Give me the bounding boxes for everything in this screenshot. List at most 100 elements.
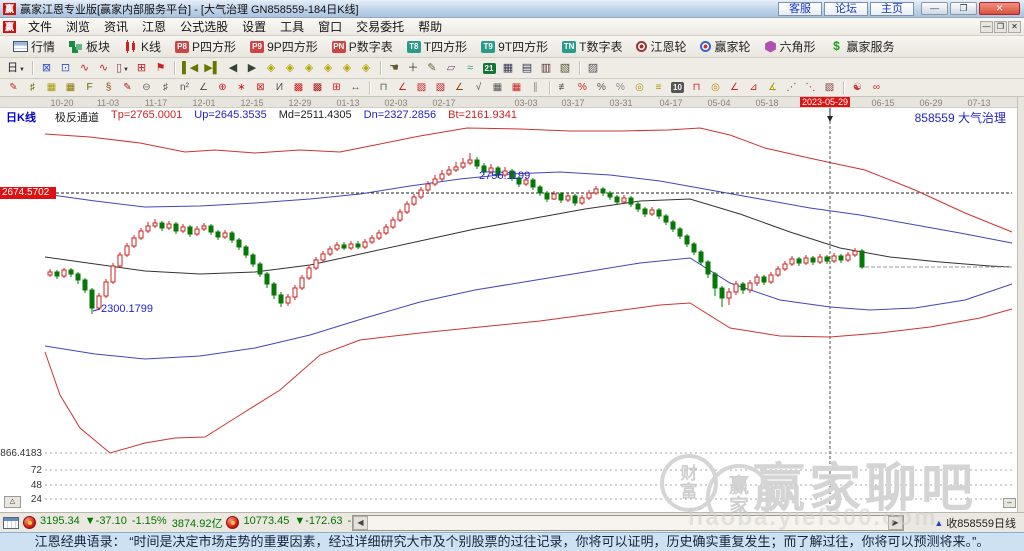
mdi-restore-button[interactable]: ❐ (994, 21, 1007, 33)
draw-tool-icon-3[interactable]: ▦ (65, 81, 76, 93)
minimize-button[interactable]: — (921, 2, 948, 15)
menu-item-0[interactable]: 文件 (28, 20, 53, 34)
mdi-minimize-button[interactable]: — (980, 21, 993, 33)
draw-tool-icon-24[interactable]: ∠ (455, 81, 464, 93)
chart-tool-icon-0[interactable]: 日▼ (7, 62, 25, 74)
menu-item-9[interactable]: 帮助 (418, 20, 443, 34)
t-square-button[interactable]: T8 T四方形 (400, 35, 474, 58)
chart-tool-icon-30[interactable]: ▧ (559, 62, 571, 74)
draw-tool-icon-26[interactable]: ▦ (492, 81, 503, 93)
chart-tool-icon-27[interactable]: ▦ (502, 62, 514, 74)
draw-tool-icon-43[interactable]: ⋱ (805, 81, 816, 93)
homepage-button[interactable]: 主页 (870, 2, 914, 16)
chart-tool-icon-16[interactable]: ◈ (304, 62, 314, 74)
chart-tool-icon-3[interactable]: ⊡ (60, 62, 71, 74)
draw-tool-icon-0[interactable]: ✎ (9, 81, 18, 93)
menu-item-7[interactable]: 窗口 (318, 20, 343, 34)
draw-tool-icon-15[interactable]: ▩ (293, 81, 304, 93)
volume-expand-button[interactable]: △ (4, 496, 21, 508)
menu-item-8[interactable]: 交易委托 (356, 20, 405, 34)
chart-tool-icon-21[interactable]: ☚ (389, 62, 399, 74)
draw-tool-icon-38[interactable]: ◎ (711, 81, 720, 93)
chart-tool-icon-2[interactable]: ⊠ (41, 62, 52, 74)
draw-tool-icon-21[interactable]: ∠ (398, 81, 407, 93)
restore-button[interactable]: ❐ (950, 2, 977, 15)
draw-tool-icon-16[interactable]: ▩ (312, 81, 323, 93)
draw-tool-icon-17[interactable]: ⊞ (332, 81, 341, 93)
draw-tool-icon-23[interactable]: ▧ (435, 81, 446, 93)
draw-tool-icon-35[interactable]: ≡ (655, 81, 662, 93)
draw-tool-icon-32[interactable]: % (597, 81, 606, 93)
draw-tool-icon-14[interactable]: И (275, 81, 284, 93)
winner-service-button[interactable]: $ 赢家服务 (823, 35, 902, 58)
draw-tool-icon-33[interactable]: % (616, 81, 625, 93)
menu-item-1[interactable]: 浏览 (66, 20, 91, 34)
draw-tool-icon-42[interactable]: ⋰ (786, 81, 797, 93)
chart-tool-icon-7[interactable]: ⊞ (136, 62, 147, 74)
calendar-icon[interactable] (3, 516, 19, 529)
mdi-close-button[interactable]: ✕ (1008, 21, 1021, 33)
draw-tool-icon-5[interactable]: § (105, 81, 112, 93)
draw-tool-icon-8[interactable]: ♯ (163, 81, 168, 93)
shenzhen-index-icon[interactable] (226, 516, 240, 529)
draw-tool-icon-31[interactable]: % (578, 81, 587, 93)
draw-tool-icon-30[interactable]: ≢ (558, 81, 569, 93)
chart-tool-icon-19[interactable]: ◈ (361, 62, 371, 74)
draw-tool-icon-9[interactable]: n² (180, 81, 189, 93)
chart-tool-icon-18[interactable]: ◈ (342, 62, 352, 74)
forum-button[interactable]: 论坛 (824, 2, 868, 16)
t-table-button[interactable]: TN T数字表 (555, 35, 629, 58)
draw-tool-icon-11[interactable]: ⊕ (218, 81, 227, 93)
menu-item-6[interactable]: 工具 (280, 20, 305, 34)
9t-square-button[interactable]: T9 9T四方形 (474, 35, 555, 58)
draw-tool-icon-28[interactable]: ∥ (533, 81, 538, 93)
draw-tool-icon-25[interactable]: √ (475, 81, 482, 93)
quotes-button[interactable]: 行情 (6, 35, 62, 58)
draw-tool-icon-12[interactable]: ∗ (237, 81, 246, 93)
draw-tool-icon-2[interactable]: ▦ (46, 81, 57, 93)
draw-tool-icon-13[interactable]: ⊠ (256, 81, 265, 93)
chart-tool-icon-15[interactable]: ◈ (285, 62, 295, 74)
hexagon-button[interactable]: 六角形 (758, 35, 823, 58)
chart-tool-icon-8[interactable]: ⚑ (155, 62, 166, 74)
menu-item-5[interactable]: 设置 (242, 20, 267, 34)
chart-tool-icon-12[interactable]: ◀ (228, 62, 238, 74)
chart-tool-icon-14[interactable]: ◈ (266, 62, 276, 74)
sectors-button[interactable]: 板块 (62, 35, 117, 58)
draw-tool-icon-40[interactable]: ⊿ (749, 81, 758, 93)
chart-tool-icon-32[interactable]: ▨ (587, 62, 599, 74)
kline-button[interactable]: K线 (117, 35, 168, 58)
horizontal-scrollbar[interactable]: ◀ ▶ (352, 514, 904, 531)
shanghai-index-icon[interactable] (23, 516, 36, 529)
draw-tool-icon-36[interactable]: 10 (669, 81, 686, 95)
draw-tool-icon-39[interactable]: ∠ (730, 81, 739, 93)
draw-tool-icon-6[interactable]: ✎ (123, 81, 132, 93)
p-square-button[interactable]: P8 P四方形 (168, 35, 243, 58)
chart-tool-icon-11[interactable]: ▶▌ (204, 62, 221, 74)
draw-tool-icon-4[interactable]: F (86, 81, 93, 93)
customer-service-button[interactable]: 客服 (778, 2, 822, 16)
draw-tool-icon-7[interactable]: ⊖ (142, 81, 151, 93)
draw-tool-icon-34[interactable]: ◎ (635, 81, 644, 93)
menu-item-3[interactable]: 江恩 (142, 20, 167, 34)
menu-item-2[interactable]: 资讯 (104, 20, 129, 34)
draw-tool-icon-41[interactable]: ∡ (768, 81, 777, 93)
kline-tab-label[interactable]: 日K线 (6, 112, 36, 124)
chart-tool-icon-17[interactable]: ◈ (323, 62, 333, 74)
draw-tool-icon-10[interactable]: ∠ (199, 81, 208, 93)
draw-tool-icon-37[interactable]: ⊓ (692, 81, 701, 93)
chart-tool-icon-26[interactable]: 21 (481, 60, 498, 76)
9p-square-button[interactable]: P9 9P四方形 (243, 35, 325, 58)
chart-tool-icon-23[interactable]: ✎ (427, 62, 437, 74)
chart-tool-icon-13[interactable]: ▶ (247, 62, 257, 74)
chart-tool-icon-29[interactable]: ▥ (540, 62, 552, 74)
chart-tool-icon-28[interactable]: ▤ (521, 62, 533, 74)
draw-tool-icon-18[interactable]: ↔ (350, 81, 361, 93)
chart-tool-icon-5[interactable]: ∿ (98, 62, 109, 74)
draw-tool-icon-22[interactable]: ▨ (416, 81, 427, 93)
chart-tool-icon-24[interactable]: ▱ (446, 62, 456, 74)
p-table-button[interactable]: PN P数字表 (325, 35, 400, 58)
draw-tool-icon-46[interactable]: ☯ (853, 81, 862, 93)
scroll-left-button[interactable]: ◀ (353, 515, 368, 530)
